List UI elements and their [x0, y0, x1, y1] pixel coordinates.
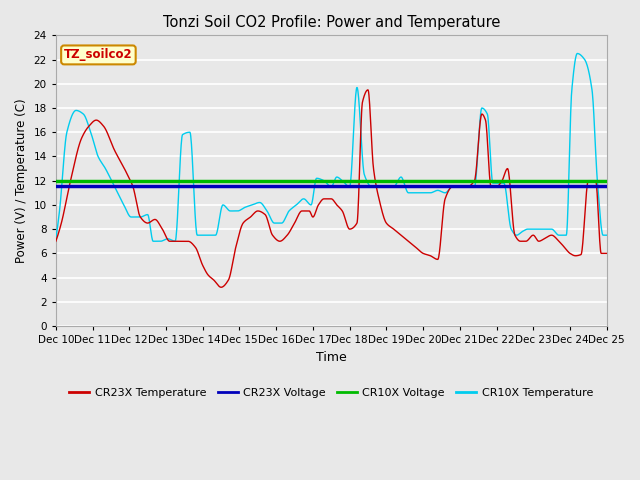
- Title: Tonzi Soil CO2 Profile: Power and Temperature: Tonzi Soil CO2 Profile: Power and Temper…: [163, 15, 500, 30]
- Y-axis label: Power (V) / Temperature (C): Power (V) / Temperature (C): [15, 98, 28, 263]
- X-axis label: Time: Time: [316, 350, 347, 364]
- Text: TZ_soilco2: TZ_soilco2: [64, 48, 132, 61]
- Legend: CR23X Temperature, CR23X Voltage, CR10X Voltage, CR10X Temperature: CR23X Temperature, CR23X Voltage, CR10X …: [65, 384, 598, 403]
